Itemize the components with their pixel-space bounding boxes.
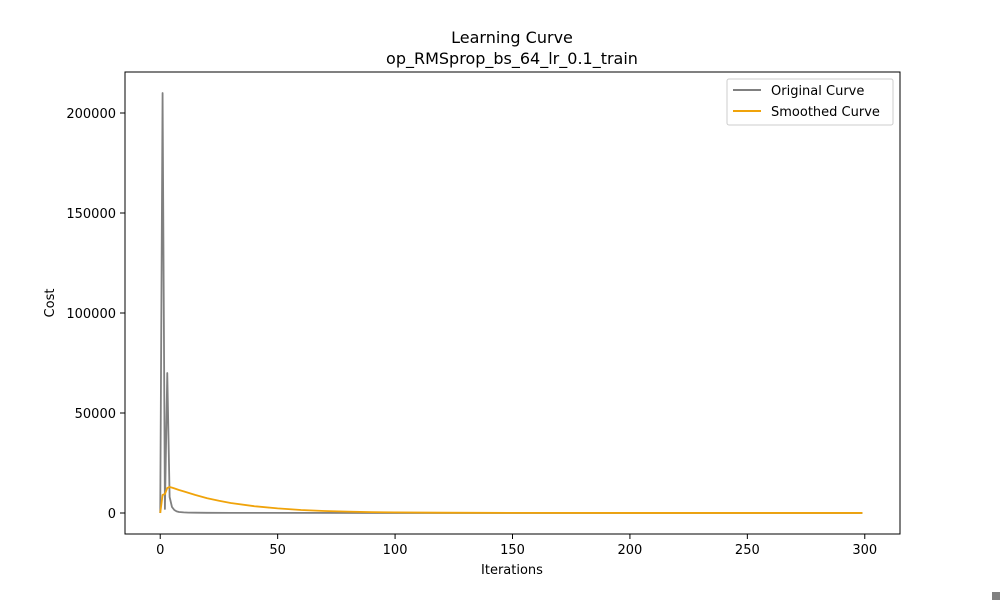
chart-subtitle: op_RMSprop_bs_64_lr_0.1_train: [386, 49, 638, 69]
plot-frame: [124, 71, 901, 535]
x-axis-ticks: 0 50 100 150 200 250 300: [156, 534, 877, 558]
x-axis-label: Iterations: [481, 563, 543, 578]
corner-marker: [992, 592, 1000, 600]
x-tick-label: 250: [735, 543, 760, 558]
x-tick-label: 200: [618, 543, 643, 558]
y-tick-label: 0: [108, 507, 116, 522]
y-axis-label: Cost: [43, 289, 58, 318]
series-line-original: [159, 92, 863, 514]
series-layer: [159, 92, 863, 514]
y-tick-label: 150000: [66, 207, 116, 222]
y-tick-label: 100000: [66, 307, 116, 322]
y-axis-ticks: 0 50000 100000 150000 200000: [66, 107, 125, 522]
series-line-smoothed: [159, 486, 863, 514]
x-tick-label: 50: [269, 543, 286, 558]
chart-title: Learning Curve: [451, 28, 573, 47]
legend-label-original: Original Curve: [771, 84, 864, 99]
plot-area: [124, 71, 901, 535]
y-tick-label: 200000: [66, 107, 116, 122]
y-tick-label: 50000: [75, 407, 116, 422]
x-tick-label: 100: [383, 543, 408, 558]
legend: Original Curve Smoothed Curve: [726, 78, 894, 126]
x-tick-label: 150: [500, 543, 525, 558]
x-tick-label: 300: [852, 543, 877, 558]
legend-label-smoothed: Smoothed Curve: [771, 105, 880, 120]
x-tick-label: 0: [156, 543, 164, 558]
legend-box: [726, 78, 894, 126]
